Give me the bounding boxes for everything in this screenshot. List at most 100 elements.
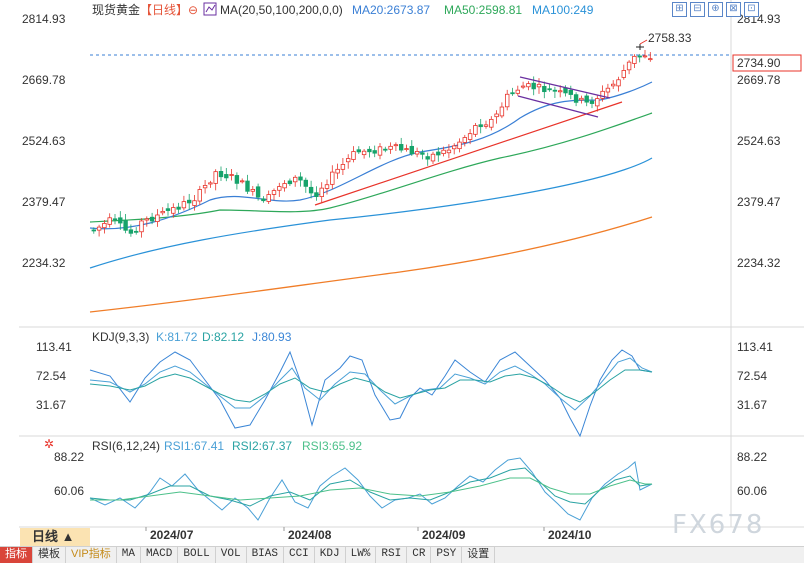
candle xyxy=(388,145,393,150)
indicator-tab-ma[interactable]: MA xyxy=(117,547,141,563)
rsi3-line xyxy=(90,477,652,501)
high-price-marker: 2758.33 xyxy=(648,31,692,45)
toolbar-icon-3[interactable]: ⊠ xyxy=(726,2,741,17)
indicator-tab-vol[interactable]: VOL xyxy=(216,547,247,563)
indicator-tab-boll[interactable]: BOLL xyxy=(178,547,216,563)
candle xyxy=(261,198,266,202)
candle xyxy=(600,90,605,99)
indicator-tab-[interactable]: 设置 xyxy=(462,547,496,563)
candle xyxy=(213,171,218,184)
indicator-tab-psy[interactable]: PSY xyxy=(431,547,463,563)
candle xyxy=(457,141,462,150)
candle xyxy=(515,89,520,94)
candle xyxy=(547,88,552,91)
ma-params: MA(20,50,100,200,0,0) xyxy=(220,3,343,17)
candle xyxy=(446,149,452,154)
candle xyxy=(91,229,96,232)
candle xyxy=(595,98,600,107)
period-selector[interactable]: 日线 ▲ xyxy=(20,528,90,546)
candle xyxy=(573,94,579,103)
candle xyxy=(128,229,134,234)
candle xyxy=(186,199,192,204)
kdj-tick-left: 72.54 xyxy=(36,369,66,383)
price-tick-left: 2379.47 xyxy=(22,195,66,209)
ma100-value: MA100:249 xyxy=(532,3,594,17)
trendline-flag-upper[interactable] xyxy=(519,76,611,99)
price-tick-left: 2669.78 xyxy=(22,73,66,87)
candle xyxy=(409,145,414,155)
indicator-tab-bias[interactable]: BIAS xyxy=(247,547,284,563)
chart-canvas[interactable]: 现货黄金 【日线】 ⊖ MA(20,50,100,200,0,0) MA20:2… xyxy=(0,0,804,546)
candle xyxy=(510,92,515,95)
candle xyxy=(282,183,287,189)
candle xyxy=(335,168,340,174)
toolbar-icon-2[interactable]: ⊕ xyxy=(708,2,723,17)
kdj-d-value: D:82.12 xyxy=(202,330,244,344)
candle xyxy=(605,87,611,93)
candle xyxy=(616,79,621,87)
kdj-d-line xyxy=(89,369,653,403)
candle xyxy=(271,190,277,195)
rsi-params: RSI(6,12,24) xyxy=(92,439,160,453)
last-price-label: 2734.90 xyxy=(737,56,781,70)
candle xyxy=(239,180,245,183)
indicator-settings-icon[interactable] xyxy=(203,2,217,16)
indicator-tab-macd[interactable]: MACD xyxy=(141,547,179,563)
candle xyxy=(642,55,648,58)
candle xyxy=(626,61,632,71)
candle xyxy=(558,90,563,93)
candle xyxy=(441,149,446,155)
symbol-title: 现货黄金 xyxy=(92,2,140,17)
candle xyxy=(568,89,573,95)
candle xyxy=(234,175,240,184)
indicator-tab-vip[interactable]: VIP指标 xyxy=(66,547,117,563)
toolbar-icon-4[interactable]: ⊡ xyxy=(744,2,759,17)
candle xyxy=(589,100,595,104)
candle xyxy=(245,180,250,192)
trendline-support[interactable] xyxy=(314,101,623,206)
candle xyxy=(107,217,112,225)
candle xyxy=(340,164,346,170)
kdj-k-line xyxy=(89,357,653,411)
candle xyxy=(208,182,213,185)
toolbar-icon-0[interactable]: ⊞ xyxy=(672,2,687,17)
candle xyxy=(123,220,128,231)
watermark-logo: FX678 xyxy=(672,510,765,540)
rsi-settings-icon[interactable]: ✲ xyxy=(44,437,54,451)
candle xyxy=(584,95,589,103)
last-price-box xyxy=(732,54,802,72)
settings-icon[interactable]: ⊖ xyxy=(188,3,198,17)
candle xyxy=(526,83,531,88)
indicator-tab-[interactable]: 模板 xyxy=(33,547,66,563)
candle xyxy=(563,87,568,94)
candle xyxy=(611,83,616,87)
candle xyxy=(531,82,536,90)
candle xyxy=(425,156,430,160)
trendline-flag-lower[interactable] xyxy=(517,95,599,118)
candle xyxy=(324,184,330,189)
rsi-tick-right: 60.06 xyxy=(737,484,767,498)
price-tick-left: 2234.32 xyxy=(22,256,66,270)
candle xyxy=(632,55,637,64)
indicator-tab-[interactable]: 指标 xyxy=(0,547,33,563)
indicator-tab-lw[interactable]: LW% xyxy=(346,547,377,563)
candle xyxy=(181,201,187,209)
candle xyxy=(542,86,547,93)
candle xyxy=(430,153,436,162)
indicator-tab-kdj[interactable]: KDJ xyxy=(315,547,346,563)
indicator-tab-rsi[interactable]: RSI xyxy=(376,547,408,563)
candle xyxy=(102,222,107,229)
kdj-k-value: K:81.72 xyxy=(156,330,198,344)
rsi1-value: RSI1:67.41 xyxy=(164,439,224,453)
toolbar-icon-1[interactable]: ⊟ xyxy=(690,2,705,17)
indicator-tab-cr[interactable]: CR xyxy=(407,547,432,563)
indicator-tab-cci[interactable]: CCI xyxy=(284,547,315,563)
date-tick: 2024/07 xyxy=(150,528,194,542)
candle xyxy=(383,148,388,151)
candle xyxy=(462,137,467,143)
candle xyxy=(298,176,303,181)
price-axis-left: 2814.93 2669.78 2524.63 2379.47 2234.32 xyxy=(22,12,66,270)
rsi-tick-left: 60.06 xyxy=(54,484,84,498)
candle xyxy=(292,176,298,183)
kdj-tick-right: 113.41 xyxy=(737,340,773,354)
